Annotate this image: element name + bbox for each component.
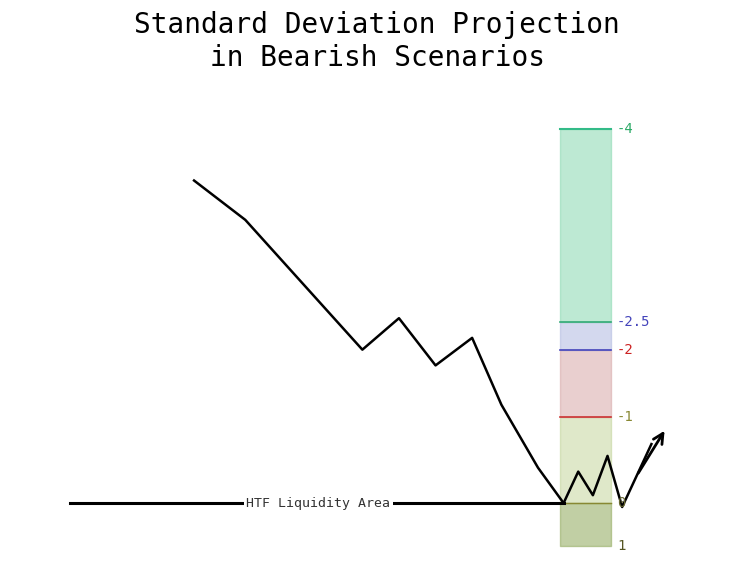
Text: 0: 0 xyxy=(617,496,625,510)
Text: -2: -2 xyxy=(617,343,634,357)
Title: Standard Deviation Projection
in Bearish Scenarios: Standard Deviation Projection in Bearish… xyxy=(134,11,620,71)
Text: HTF Liquidity Area: HTF Liquidity Area xyxy=(247,497,391,510)
Text: 1: 1 xyxy=(617,539,625,553)
Text: -2.5: -2.5 xyxy=(617,315,651,329)
Text: -1: -1 xyxy=(617,410,634,424)
Text: -4: -4 xyxy=(617,122,634,136)
